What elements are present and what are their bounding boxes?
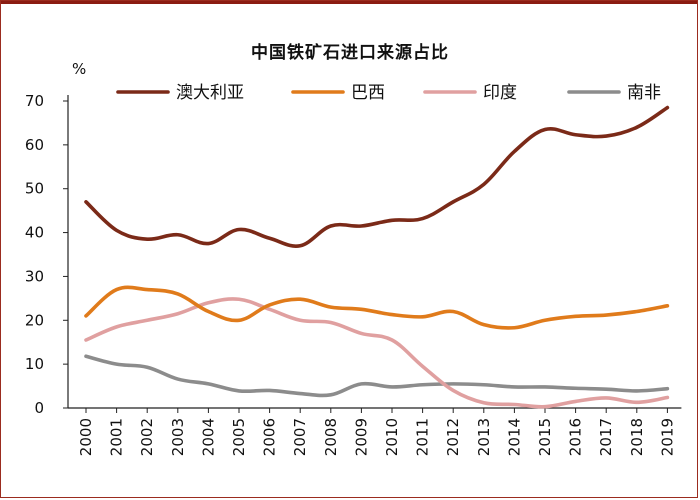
series-line-2	[84, 297, 670, 409]
x-tick-label: 2016	[567, 418, 585, 456]
y-tick-label: 70	[25, 92, 44, 110]
y-tick-label: 0	[34, 399, 44, 417]
legend-label: 印度	[483, 83, 517, 103]
y-tick-label: 30	[25, 267, 44, 285]
legend-label: 南非	[627, 83, 661, 103]
x-tick-label: 2015	[536, 418, 554, 456]
legend-label: 澳大利亚	[176, 83, 244, 103]
x-tick-label: 2001	[108, 418, 126, 456]
y-tick-label: 60	[25, 136, 44, 154]
x-tick-label: 2017	[597, 418, 615, 456]
x-tick-label: 2012	[444, 418, 462, 456]
x-tick-label: 2006	[261, 418, 279, 456]
x-tick-label: 2009	[352, 418, 370, 456]
y-tick-label: 10	[25, 355, 44, 373]
x-tick-label: 2008	[322, 418, 340, 456]
x-tick-label: 2004	[199, 418, 217, 456]
x-tick-label: 2011	[414, 418, 432, 456]
legend-label: 巴西	[351, 83, 385, 103]
x-tick-label: 2000	[77, 418, 95, 456]
x-tick-label: 2003	[169, 418, 187, 456]
x-tick-label: 2013	[475, 418, 493, 456]
legend: 澳大利亚 巴西 印度 南非	[116, 83, 661, 103]
series-line-1	[84, 285, 670, 330]
series-line-0	[84, 105, 670, 248]
axes: 0 10 20 30 40 50 60 70 2000 2001 2002 2003 2004 2005 2…	[25, 92, 682, 456]
y-tick-label: 40	[25, 224, 44, 242]
x-tick-label: 2019	[658, 418, 676, 456]
y-tick-label: 20	[25, 311, 44, 329]
x-tick-label: 2014	[505, 418, 523, 456]
x-tick-label: 2005	[230, 418, 248, 456]
x-tick-label: 2010	[383, 418, 401, 456]
chart-title: 中国铁矿石进口来源占比	[251, 43, 449, 63]
y-axis-unit: %	[72, 60, 87, 78]
x-tick-label: 2018	[628, 418, 646, 456]
series-line-3	[84, 354, 670, 398]
x-tick-label: 2002	[138, 418, 156, 456]
x-tick-label: 2007	[291, 418, 309, 456]
y-tick-label: 50	[25, 180, 44, 198]
series-layer	[84, 105, 670, 409]
